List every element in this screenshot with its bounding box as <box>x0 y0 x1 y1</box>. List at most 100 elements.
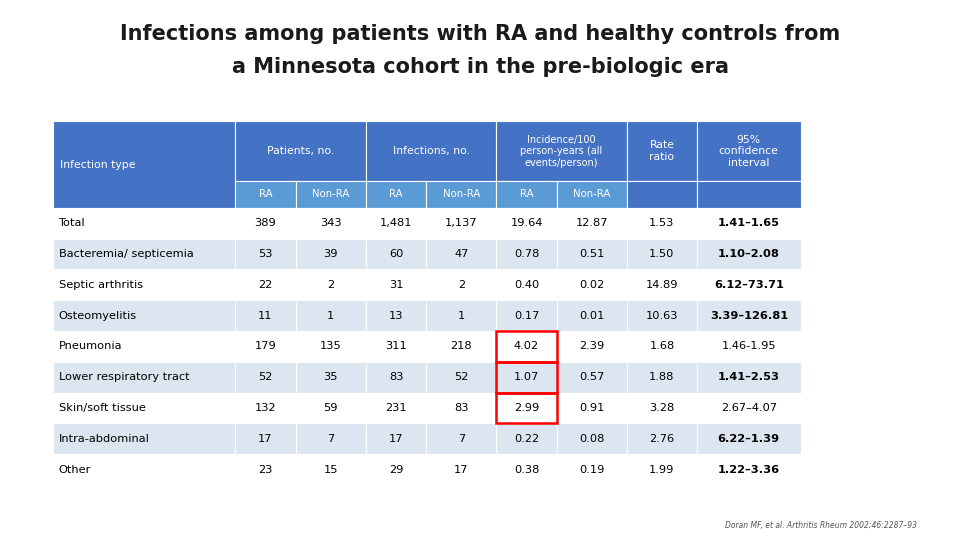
Text: 17: 17 <box>454 464 468 475</box>
Bar <box>235 239 296 269</box>
Bar <box>235 269 296 300</box>
Text: 1.07: 1.07 <box>514 372 540 382</box>
Text: 7: 7 <box>458 434 465 444</box>
Text: 17: 17 <box>258 434 273 444</box>
Bar <box>557 454 627 485</box>
Text: Skin/soft tissue: Skin/soft tissue <box>59 403 145 413</box>
Text: 23: 23 <box>258 464 273 475</box>
Text: 0.19: 0.19 <box>579 464 605 475</box>
Text: 29: 29 <box>389 464 403 475</box>
Bar <box>557 393 627 423</box>
Bar <box>366 122 496 181</box>
Text: Lower respiratory tract: Lower respiratory tract <box>59 372 189 382</box>
Text: 59: 59 <box>324 403 338 413</box>
Bar <box>627 393 697 423</box>
Text: 1.53: 1.53 <box>649 218 675 228</box>
Text: RA: RA <box>389 190 403 199</box>
Text: 389: 389 <box>254 218 276 228</box>
Bar <box>53 122 235 208</box>
Text: 1,481: 1,481 <box>380 218 412 228</box>
Bar <box>53 393 235 423</box>
Text: 95%
confidence
interval: 95% confidence interval <box>719 134 779 168</box>
Text: 3.39–126.81: 3.39–126.81 <box>709 310 788 321</box>
Text: 14.89: 14.89 <box>646 280 678 290</box>
Text: 0.22: 0.22 <box>514 434 540 444</box>
Text: 1: 1 <box>327 310 334 321</box>
Text: Patients, no.: Patients, no. <box>267 146 334 156</box>
Text: 52: 52 <box>454 372 468 382</box>
Bar <box>53 269 235 300</box>
Bar <box>235 331 296 362</box>
Bar <box>296 423 366 454</box>
Bar <box>366 454 426 485</box>
Text: 2: 2 <box>327 280 334 290</box>
Text: Non-RA: Non-RA <box>312 190 349 199</box>
Text: Infection type: Infection type <box>60 160 135 170</box>
Text: a Minnesota cohort in the pre-biologic era: a Minnesota cohort in the pre-biologic e… <box>231 57 729 77</box>
Bar <box>496 269 557 300</box>
Bar <box>53 331 235 362</box>
Bar <box>426 300 496 331</box>
Text: 1.22–3.36: 1.22–3.36 <box>718 464 780 475</box>
Text: Pneumonia: Pneumonia <box>59 341 122 352</box>
Bar <box>235 181 296 208</box>
Text: 4.02: 4.02 <box>514 341 540 352</box>
Bar <box>366 269 426 300</box>
Bar <box>697 300 801 331</box>
Text: Bacteremia/ septicemia: Bacteremia/ septicemia <box>59 249 193 259</box>
Text: 2.39: 2.39 <box>579 341 605 352</box>
Text: 0.40: 0.40 <box>514 280 540 290</box>
Bar <box>496 331 557 362</box>
Bar <box>53 300 235 331</box>
Bar <box>557 300 627 331</box>
Text: 1.10–2.08: 1.10–2.08 <box>718 249 780 259</box>
Bar <box>496 208 557 239</box>
Text: Non-RA: Non-RA <box>443 190 480 199</box>
Bar <box>557 269 627 300</box>
Bar <box>697 269 801 300</box>
Text: 83: 83 <box>389 372 403 382</box>
Bar <box>496 362 557 393</box>
Bar <box>366 181 426 208</box>
Bar <box>627 269 697 300</box>
Bar <box>557 239 627 269</box>
Text: 6.12–73.71: 6.12–73.71 <box>714 280 783 290</box>
Bar <box>296 300 366 331</box>
Bar <box>697 122 801 181</box>
Bar <box>366 331 426 362</box>
Text: 35: 35 <box>324 372 338 382</box>
Bar <box>235 423 296 454</box>
Text: 0.78: 0.78 <box>514 249 540 259</box>
Text: 2.99: 2.99 <box>514 403 540 413</box>
Text: 2.67–4.07: 2.67–4.07 <box>721 403 777 413</box>
Bar <box>697 454 801 485</box>
Text: 1.41–1.65: 1.41–1.65 <box>718 218 780 228</box>
Bar <box>496 423 557 454</box>
Text: RA: RA <box>258 190 273 199</box>
Text: Osteomyelitis: Osteomyelitis <box>59 310 136 321</box>
Bar <box>426 269 496 300</box>
Bar <box>366 300 426 331</box>
Text: 1.46-1.95: 1.46-1.95 <box>722 341 776 352</box>
Bar <box>627 423 697 454</box>
Bar <box>496 393 557 423</box>
Text: 10.63: 10.63 <box>646 310 678 321</box>
Text: 15: 15 <box>324 464 338 475</box>
Bar <box>557 362 627 393</box>
Text: 2: 2 <box>458 280 465 290</box>
Text: 47: 47 <box>454 249 468 259</box>
Bar <box>557 331 627 362</box>
Bar <box>235 454 296 485</box>
Text: 1.88: 1.88 <box>649 372 675 382</box>
Bar <box>426 362 496 393</box>
Text: Total: Total <box>59 218 85 228</box>
Bar <box>697 181 801 208</box>
Bar <box>366 393 426 423</box>
Bar <box>627 181 697 208</box>
Text: 6.22–1.39: 6.22–1.39 <box>718 434 780 444</box>
Bar <box>426 239 496 269</box>
Text: 60: 60 <box>389 249 403 259</box>
Text: Non-RA: Non-RA <box>573 190 611 199</box>
Bar <box>235 300 296 331</box>
Bar <box>557 423 627 454</box>
